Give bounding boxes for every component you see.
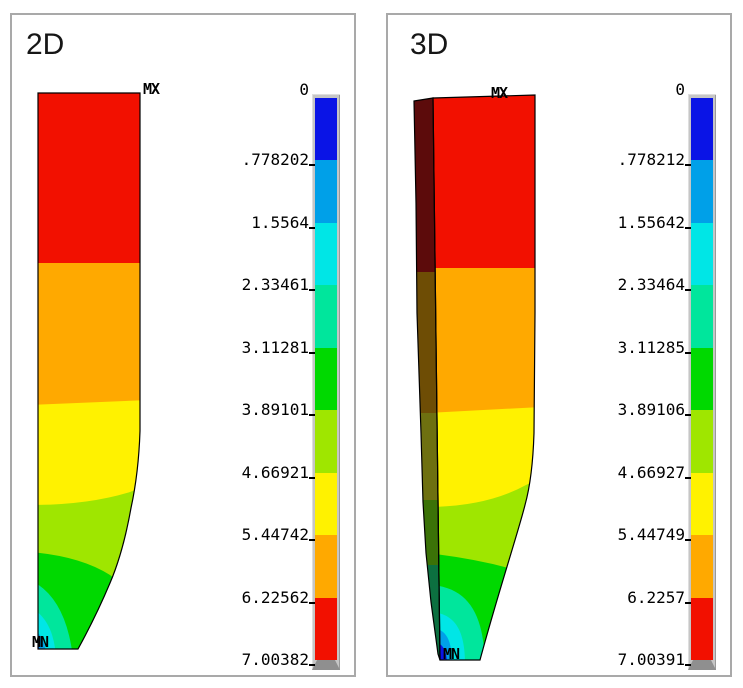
contour-bands-2d — [38, 93, 140, 649]
legend-end-cap — [312, 660, 340, 670]
legend-label: 0 — [299, 80, 309, 99]
legend-label: .778202 — [241, 150, 309, 169]
legend-band-orange — [315, 535, 337, 598]
bar-front-outline-3d — [432, 94, 536, 661]
legend-label: 6.2257 — [627, 588, 685, 607]
legend-label: 7.00391 — [617, 650, 685, 669]
legend-tick — [309, 477, 315, 479]
contour-plot-3d — [413, 94, 536, 661]
band-orange — [433, 268, 535, 413]
legend-band-cyan — [315, 222, 337, 286]
legend-band-blue — [691, 98, 713, 161]
max-marker-3d: MX — [491, 84, 508, 102]
legend-tick — [309, 664, 315, 666]
legend-label: 2.33464 — [617, 275, 685, 294]
legend-tick — [685, 602, 691, 604]
legend-band-light-blue — [691, 160, 713, 223]
legend-band-green — [315, 347, 337, 411]
legend-band-yellow — [315, 472, 337, 536]
bar-outline-2d — [37, 92, 141, 650]
legend-tick — [685, 664, 691, 666]
legend-tick — [685, 477, 691, 479]
legend-band-light-blue — [315, 160, 337, 223]
legend-label: 2.33461 — [241, 275, 309, 294]
legend-label: 1.5564 — [251, 213, 309, 232]
legend-label: 3.11285 — [617, 338, 685, 357]
legend-tick — [309, 289, 315, 291]
panel-2d: 2D MX MN — [10, 13, 356, 677]
legend-label: .778212 — [617, 150, 685, 169]
legend-tick — [309, 414, 315, 416]
legend-label: 3.89101 — [241, 400, 309, 419]
panel-title-3d: 3D — [410, 28, 449, 61]
min-marker-2d: MN — [32, 633, 49, 651]
legend-label: 3.11281 — [241, 338, 309, 357]
legend-band-green — [691, 347, 713, 411]
legend-colorbar-3d — [688, 94, 716, 670]
legend-tick — [309, 227, 315, 229]
legend-colorbar-2d — [312, 94, 340, 670]
legend-tick — [309, 602, 315, 604]
legend-tick — [685, 352, 691, 354]
legend-tick — [309, 164, 315, 166]
legend-label: 4.66927 — [617, 463, 685, 482]
legend-tick — [309, 352, 315, 354]
legend-band-stack — [315, 98, 337, 660]
legend-tick — [685, 539, 691, 541]
contour-plot-2d — [37, 92, 141, 650]
legend-band-stack — [691, 98, 713, 660]
legend-tick — [685, 289, 691, 291]
band-red — [38, 93, 140, 263]
band-cyan — [38, 607, 56, 649]
band-red — [433, 95, 535, 268]
legend-end-cap — [688, 660, 716, 670]
legend-band-cyan — [691, 222, 713, 286]
legend-label: 1.55642 — [617, 213, 685, 232]
legend-band-orange — [691, 535, 713, 598]
legend-band-red — [691, 597, 713, 660]
legend-band-blue — [315, 98, 337, 161]
legend-label: 3.89106 — [617, 400, 685, 419]
legend-band-red — [315, 597, 337, 660]
legend-label: 5.44749 — [617, 525, 685, 544]
band-orange — [38, 263, 140, 405]
max-marker-2d: MX — [143, 80, 160, 98]
legend-band-yellow-green — [315, 410, 337, 473]
legend-label: 4.66921 — [241, 463, 309, 482]
panel-3d: 3D — [386, 13, 732, 677]
min-marker-3d: MN — [443, 645, 460, 663]
legend-band-mint — [315, 285, 337, 348]
legend-tick — [685, 227, 691, 229]
panel-title-2d: 2D — [26, 28, 65, 61]
legend-band-yellow-green — [691, 410, 713, 473]
front-face-bands-3d — [433, 95, 535, 660]
legend-label: 7.00382 — [241, 650, 309, 669]
legend-tick — [685, 164, 691, 166]
legend-band-yellow — [691, 472, 713, 536]
legend-band-mint — [691, 285, 713, 348]
legend-label: 0 — [675, 80, 685, 99]
legend-tick — [685, 414, 691, 416]
legend-tick — [309, 539, 315, 541]
legend-label: 6.22562 — [241, 588, 309, 607]
legend-label: 5.44742 — [241, 525, 309, 544]
